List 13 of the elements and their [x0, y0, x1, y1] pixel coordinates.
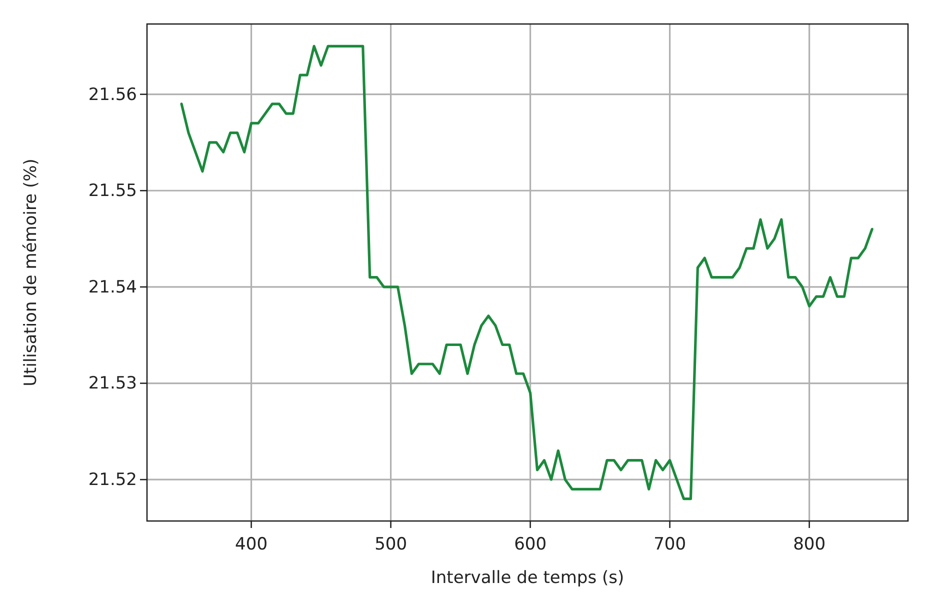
y-tick-label: 21.56 [88, 84, 137, 105]
line-series [180, 44, 874, 500]
y-tick-label: 21.52 [88, 470, 137, 490]
y-tick-label: 21.55 [88, 181, 137, 202]
x-tick-label: 800 [793, 534, 826, 555]
x-tick-label: 600 [514, 534, 547, 555]
x-tick-label: 400 [235, 534, 268, 555]
y-tick-label: 21.54 [88, 277, 137, 298]
y-axis-title: Utilisation de mémoire (%) [21, 158, 41, 386]
x-tick-label: 500 [374, 534, 408, 555]
x-tick-label: 700 [654, 534, 686, 555]
y-tick-label: 21.53 [88, 374, 137, 394]
x-axis-title: Intervalle de temps (s) [430, 568, 624, 588]
